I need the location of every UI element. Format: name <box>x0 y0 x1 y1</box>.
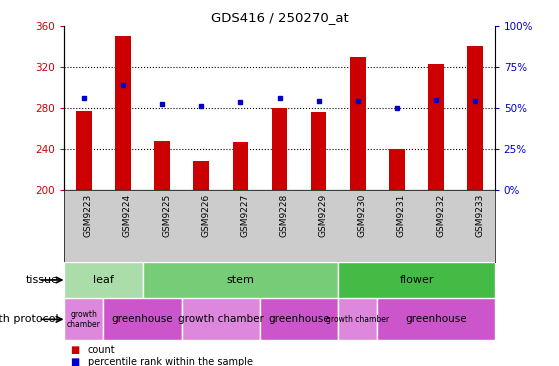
Text: GSM9230: GSM9230 <box>358 194 367 237</box>
Bar <box>233 142 248 190</box>
Bar <box>428 64 444 190</box>
Text: GSM9225: GSM9225 <box>162 194 171 237</box>
Text: ■: ■ <box>70 357 79 366</box>
Text: greenhouse: greenhouse <box>268 314 330 324</box>
Bar <box>338 262 495 298</box>
Text: growth chamber: growth chamber <box>178 314 264 324</box>
Bar <box>143 262 338 298</box>
Text: flower: flower <box>399 275 434 285</box>
Text: growth chamber: growth chamber <box>326 315 389 324</box>
Bar <box>260 298 338 340</box>
Bar <box>338 298 377 340</box>
Text: GSM9229: GSM9229 <box>319 194 328 237</box>
Text: GSM9226: GSM9226 <box>201 194 210 237</box>
Text: GSM9232: GSM9232 <box>436 194 445 237</box>
Text: growth protocol: growth protocol <box>0 314 59 324</box>
Bar <box>467 46 483 190</box>
Text: count: count <box>88 344 115 355</box>
Bar <box>115 36 131 190</box>
Title: GDS416 / 250270_at: GDS416 / 250270_at <box>211 11 348 25</box>
Bar <box>64 262 143 298</box>
Text: GSM9231: GSM9231 <box>397 194 406 237</box>
Bar <box>76 111 92 190</box>
Bar <box>64 298 103 340</box>
Text: tissue: tissue <box>26 275 59 285</box>
Text: GSM9227: GSM9227 <box>240 194 249 237</box>
Text: leaf: leaf <box>93 275 114 285</box>
Bar <box>350 56 366 190</box>
Bar <box>311 112 326 190</box>
Text: ■: ■ <box>70 344 79 355</box>
Text: GSM9223: GSM9223 <box>84 194 93 237</box>
Bar <box>154 141 170 190</box>
Bar <box>182 298 260 340</box>
Text: greenhouse: greenhouse <box>112 314 173 324</box>
Text: GSM9224: GSM9224 <box>123 194 132 237</box>
Bar <box>377 298 495 340</box>
Text: stem: stem <box>226 275 254 285</box>
Text: greenhouse: greenhouse <box>405 314 467 324</box>
Text: growth
chamber: growth chamber <box>67 310 101 329</box>
Text: GSM9233: GSM9233 <box>475 194 484 237</box>
Bar <box>389 149 405 190</box>
Text: percentile rank within the sample: percentile rank within the sample <box>88 357 253 366</box>
Text: GSM9228: GSM9228 <box>280 194 288 237</box>
Bar <box>193 161 209 190</box>
Bar <box>272 108 287 190</box>
Bar <box>103 298 182 340</box>
